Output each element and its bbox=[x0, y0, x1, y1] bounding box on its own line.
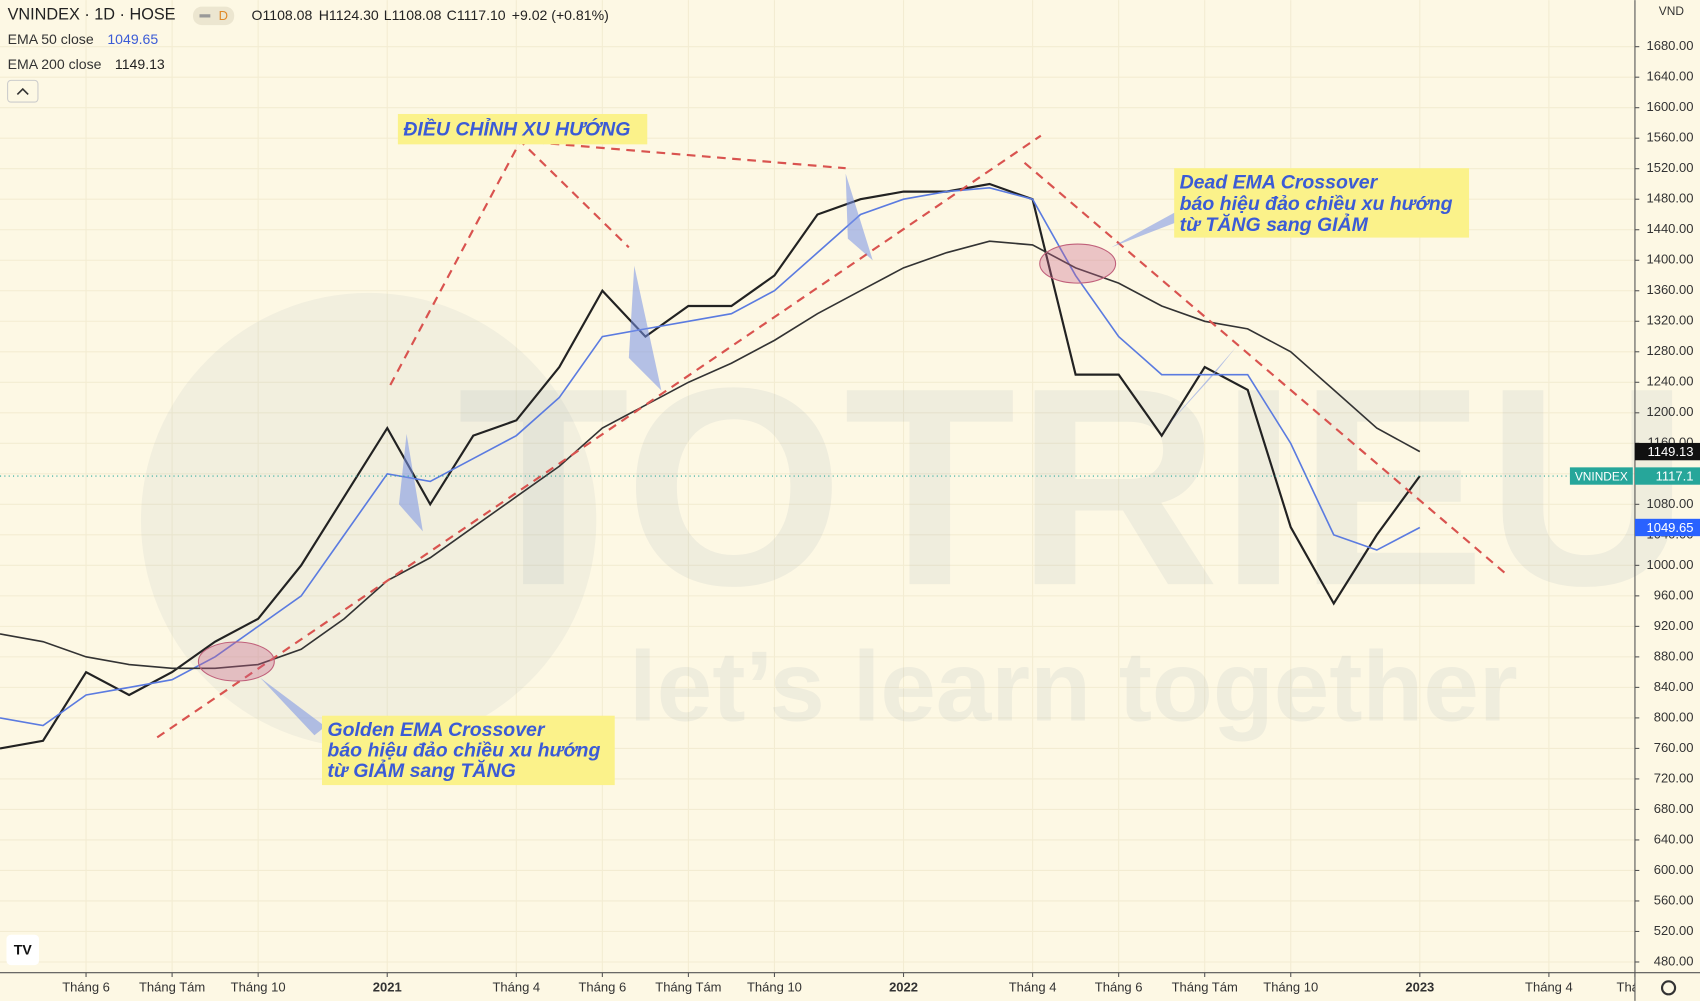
legend-label: EMA 50 close bbox=[8, 31, 94, 47]
series-line bbox=[0, 240, 1421, 670]
y-tick-label: 600.00 bbox=[1654, 862, 1694, 877]
ohlc: O1108.08 bbox=[252, 7, 313, 23]
y-tick-label: 800.00 bbox=[1654, 709, 1694, 724]
axes: 480.00 520.00 560.00 600.00 640.00 680.00 720.… bbox=[0, 38, 1700, 994]
price-badge-label: 1149.13 bbox=[1647, 444, 1693, 459]
ohlc: L1108.08 bbox=[384, 7, 442, 23]
y-tick-label: 720.00 bbox=[1654, 770, 1694, 785]
annotation: Dead EMA Crossover bbox=[1180, 172, 1379, 194]
y-tick-label: 1000.00 bbox=[1646, 557, 1693, 572]
annotation-box bbox=[397, 113, 648, 145]
x-tick-label: Tháng 4 bbox=[1009, 979, 1057, 994]
collapse-button[interactable] bbox=[7, 79, 39, 103]
badge-icon bbox=[199, 14, 211, 18]
x-tick-label: 2023 bbox=[1405, 979, 1434, 994]
x-tick-label: Tháng 6 bbox=[62, 979, 110, 994]
annotation-box bbox=[1174, 168, 1470, 238]
price-badge-label: 1049.65 bbox=[1646, 520, 1693, 535]
chart-title: VNINDEX · 1D · HOSE bbox=[8, 6, 176, 24]
y-tick-label: 520.00 bbox=[1654, 923, 1694, 938]
y-tick-label: 1480.00 bbox=[1646, 191, 1693, 206]
y-tick-label: 1640.00 bbox=[1646, 69, 1693, 84]
legend-value: 1149.13 bbox=[115, 56, 165, 72]
y-tick-label: 1360.00 bbox=[1646, 282, 1693, 297]
y-tick-label: 1600.00 bbox=[1646, 99, 1693, 114]
x-tick-label: Tháng Tám bbox=[139, 979, 205, 994]
y-tick-label: 1520.00 bbox=[1646, 160, 1693, 175]
y-tick-label: 1560.00 bbox=[1646, 130, 1693, 145]
price-badge-label: 1117.1 bbox=[1656, 469, 1694, 484]
y-tick-label: 1400.00 bbox=[1646, 252, 1693, 267]
ohlc-change: +9.02 (+0.81%) bbox=[512, 7, 609, 23]
annotation: báo hiệu đảo chiều xu hướng bbox=[327, 740, 600, 762]
golden-cross-marker bbox=[197, 641, 275, 682]
ohlc: H1124.30 bbox=[319, 7, 379, 23]
price-badge bbox=[1634, 467, 1700, 485]
x-tick-label: Tháng 6 bbox=[1095, 979, 1143, 994]
series-name-badge-label: VNINDEX bbox=[1575, 469, 1628, 483]
logo[interactable] bbox=[6, 934, 40, 966]
annotation: từ TĂNG sang GIẢM bbox=[1180, 213, 1369, 236]
series-line bbox=[0, 182, 1421, 750]
logo: TV bbox=[14, 942, 33, 958]
x-tick-label: 2022 bbox=[889, 979, 918, 994]
price-badge bbox=[1634, 442, 1700, 461]
x-tick-label: Tháng 4 bbox=[1525, 979, 1573, 994]
y-tick-label: 880.00 bbox=[1654, 648, 1694, 663]
y-tick-label: 1080.00 bbox=[1646, 496, 1693, 511]
x-tick-label: Tháng 10 bbox=[747, 979, 802, 994]
y-tick-label: 1280.00 bbox=[1646, 343, 1693, 358]
legend-value: 1049.65 bbox=[107, 31, 158, 47]
annotation: Golden EMA Crossover bbox=[327, 719, 545, 741]
y-tick-label: 1320.00 bbox=[1646, 313, 1693, 328]
y-tick-label: 840.00 bbox=[1654, 679, 1694, 694]
y-tick-label: 1200.00 bbox=[1646, 404, 1693, 419]
y-tick-label: 1440.00 bbox=[1646, 221, 1693, 236]
x-tick-label: Tháng 10 bbox=[1263, 979, 1318, 994]
annotation-box bbox=[322, 715, 615, 786]
x-tick-label: Tháng 4 bbox=[492, 979, 540, 994]
x-tick-label: Tháng Tám bbox=[655, 979, 721, 994]
y-tick-label: 920.00 bbox=[1654, 618, 1694, 633]
annotation: ĐIỀU CHỈNH XU HƯỚNG bbox=[403, 117, 630, 140]
y-tick-label: 760.00 bbox=[1654, 740, 1694, 755]
x-tick-label: Tháng bbox=[1617, 979, 1654, 994]
settings-button[interactable] bbox=[1660, 980, 1677, 996]
interval-badge: D bbox=[219, 8, 228, 23]
ohlc: C1117.10 bbox=[447, 7, 506, 23]
trend-line bbox=[156, 134, 1042, 739]
x-tick-label: Tháng 6 bbox=[578, 979, 626, 994]
y-tick-label: 480.00 bbox=[1654, 953, 1694, 968]
arrow bbox=[260, 677, 326, 736]
arrow bbox=[1111, 211, 1182, 248]
price-badge bbox=[1634, 518, 1700, 537]
grid bbox=[0, 0, 1636, 973]
annotation: từ GIẢM sang TĂNG bbox=[327, 759, 515, 782]
y-tick-label: 680.00 bbox=[1654, 801, 1694, 816]
x-tick-label: Tháng Tám bbox=[1172, 979, 1238, 994]
x-tick-labels: Tháng 6 Tháng Tám Tháng 10 2021 Tháng 4 Tháng… bbox=[62, 979, 1654, 994]
x-tick-label: Tháng 10 bbox=[231, 979, 286, 994]
x-tick-label: 2021 bbox=[373, 979, 402, 994]
watermark: let’s learn together bbox=[629, 631, 1518, 742]
series-name-badge bbox=[1569, 467, 1633, 485]
y-tick-label: 960.00 bbox=[1654, 587, 1694, 602]
y-tick-label: 560.00 bbox=[1654, 892, 1694, 907]
arrow bbox=[628, 265, 662, 391]
badge bbox=[192, 6, 235, 26]
watermark: TOTRIEU bbox=[457, 329, 1689, 644]
collapse-icon bbox=[16, 87, 29, 96]
currency: VND bbox=[1659, 4, 1685, 18]
annotation: báo hiệu đảo chiều xu hướng bbox=[1180, 193, 1453, 215]
dead-cross-marker bbox=[1039, 243, 1117, 284]
y-tick-label: 1240.00 bbox=[1646, 374, 1693, 389]
y-tick-label: 1680.00 bbox=[1646, 38, 1693, 53]
arrow bbox=[398, 433, 423, 532]
legend-label: EMA 200 close bbox=[8, 56, 102, 72]
watermark-logo bbox=[140, 292, 597, 749]
y-tick-label: 640.00 bbox=[1654, 831, 1694, 846]
